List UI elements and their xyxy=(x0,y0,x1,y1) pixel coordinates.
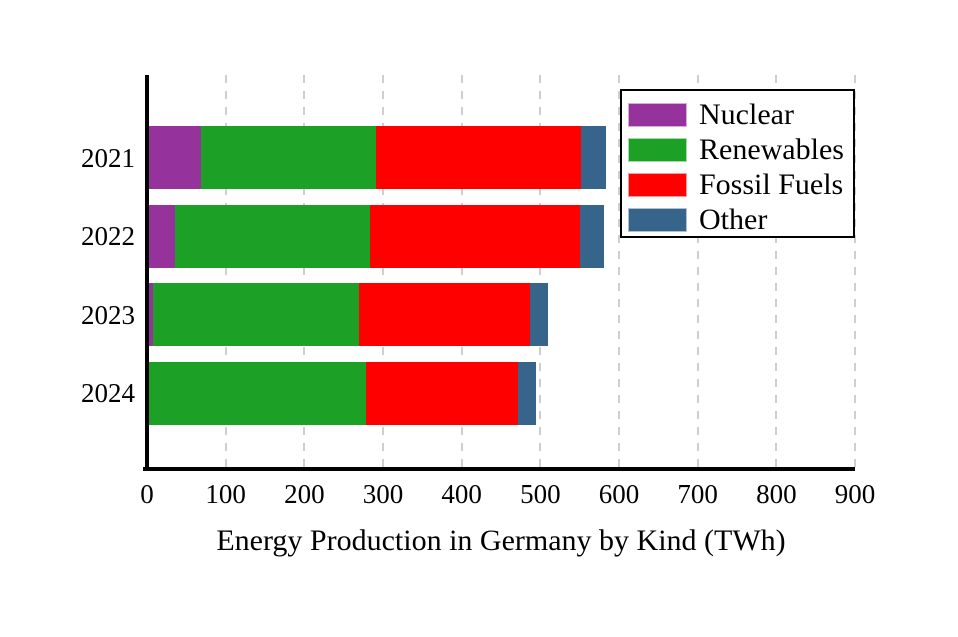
bar-segment-other-2023 xyxy=(530,283,549,347)
bar-segment-renewables-2021 xyxy=(201,126,376,189)
legend-label-other: Other xyxy=(699,202,768,236)
gridline-300 xyxy=(382,75,384,467)
y-tick-label-2024: 2024 xyxy=(81,378,135,409)
gridline-400 xyxy=(460,75,463,467)
x-axis-spine xyxy=(143,467,855,471)
bar-segment-renewables-2022 xyxy=(174,204,371,268)
y-axis-spine xyxy=(145,75,149,471)
legend-swatch-other-icon xyxy=(628,207,687,232)
gridline-700 xyxy=(696,75,699,467)
bar-segment-nuclear-2022 xyxy=(147,204,175,268)
legend-item-other: Other xyxy=(622,202,853,237)
gridline-500 xyxy=(539,75,542,467)
y-tick-label-2021: 2021 xyxy=(81,142,135,173)
gridline-800 xyxy=(775,75,778,467)
x-tick-label-800: 800 xyxy=(756,479,797,509)
x-tick-label-500: 500 xyxy=(520,479,561,509)
bar-segment-renewables-2024 xyxy=(147,361,367,425)
legend: Nuclear Renewables Fossil Fuels Other xyxy=(620,89,855,238)
x-axis-title: Energy Production in Germany by Kind (TW… xyxy=(216,524,786,557)
x-tick-label-600: 600 xyxy=(598,479,640,509)
legend-swatch-nuclear-icon xyxy=(628,102,687,127)
bar-segment-other-2024 xyxy=(518,361,537,425)
gridline-600 xyxy=(618,75,620,467)
legend-swatch-renewables-icon xyxy=(628,137,687,162)
legend-item-renewables: Renewables xyxy=(622,132,853,167)
bar-segment-fossil-fuels-2024 xyxy=(366,361,519,425)
x-tick-label-700: 700 xyxy=(677,479,718,509)
legend-label-renewables: Renewables xyxy=(699,132,844,166)
plot-area xyxy=(143,75,856,471)
legend-label-nuclear: Nuclear xyxy=(699,97,794,131)
legend-item-nuclear: Nuclear xyxy=(622,97,853,132)
x-tick-label-0: 0 xyxy=(140,479,154,509)
bar-segment-renewables-2023 xyxy=(152,283,360,347)
x-tick-label-200: 200 xyxy=(284,479,325,509)
gridline-900 xyxy=(854,75,856,467)
gridline-200 xyxy=(303,75,306,467)
bar-segment-other-2022 xyxy=(579,204,605,268)
bar-segment-fossil-fuels-2023 xyxy=(359,283,531,347)
legend-item-fossil-fuels: Fossil Fuels xyxy=(622,167,853,202)
bar-row-2024 xyxy=(147,361,855,425)
bar-row-2021 xyxy=(147,126,855,189)
x-tick-label-900: 900 xyxy=(834,479,876,509)
bar-segment-fossil-fuels-2021 xyxy=(375,126,582,189)
gridline-100 xyxy=(224,75,227,467)
bar-segment-nuclear-2023 xyxy=(147,283,153,347)
bar-row-2023 xyxy=(147,283,855,347)
legend-swatch-fossil-fuels-icon xyxy=(628,172,687,197)
y-tick-label-2022: 2022 xyxy=(81,221,135,252)
bar-segment-fossil-fuels-2022 xyxy=(370,204,580,268)
bar-row-2022 xyxy=(147,204,855,268)
bar-segment-other-2021 xyxy=(581,126,606,189)
y-tick-label-2023: 2023 xyxy=(81,299,135,330)
x-tick-label-400: 400 xyxy=(441,479,482,509)
bar-segment-nuclear-2021 xyxy=(147,126,202,189)
x-tick-label-300: 300 xyxy=(362,479,404,509)
x-tick-label-100: 100 xyxy=(205,479,246,509)
legend-label-fossil-fuels: Fossil Fuels xyxy=(699,167,844,201)
